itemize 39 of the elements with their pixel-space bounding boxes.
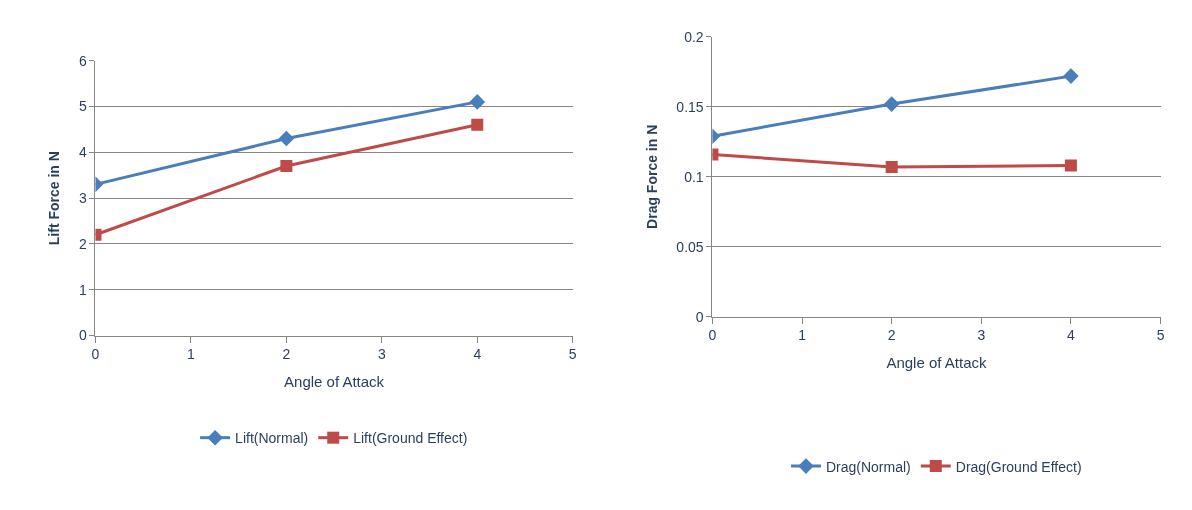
y-tick-label: 0.15 bbox=[676, 98, 704, 115]
point bbox=[885, 161, 898, 173]
legend-label: Drag(Normal) bbox=[825, 458, 911, 475]
point bbox=[471, 118, 484, 131]
point bbox=[883, 96, 900, 112]
legend-label: Lift(Ground Effect) bbox=[353, 430, 468, 447]
y-tick-label: 1 bbox=[78, 281, 87, 298]
y-axis-title: Lift Force in N bbox=[46, 151, 63, 246]
x-tick-label: 0 bbox=[91, 346, 100, 363]
x-tick-label: 1 bbox=[798, 327, 807, 344]
x-axis-title: Angle of Attack bbox=[886, 354, 987, 372]
point bbox=[1064, 159, 1077, 172]
y-tick-label: 2 bbox=[78, 235, 87, 252]
y-tick-label: 0.1 bbox=[684, 168, 704, 185]
x-tick-label: 1 bbox=[187, 346, 196, 363]
y-tick-label: 4 bbox=[78, 144, 87, 161]
x-tick-label: 4 bbox=[1067, 327, 1076, 344]
y-axis-title: Drag Force in N bbox=[643, 124, 660, 229]
x-tick-label: 2 bbox=[887, 327, 896, 344]
y-tick-label: 6 bbox=[78, 52, 87, 69]
point bbox=[278, 130, 295, 147]
y-tick-label: 0.05 bbox=[676, 238, 704, 255]
x-tick-label: 5 bbox=[568, 346, 577, 363]
y-tick-label: 0.2 bbox=[684, 28, 704, 45]
x-tick-label: 4 bbox=[473, 346, 482, 363]
point bbox=[469, 94, 486, 110]
x-axis-title: Angle of Attack bbox=[284, 373, 385, 391]
x-tick-label: 2 bbox=[282, 346, 291, 363]
legend-label: Drag(Ground Effect) bbox=[955, 458, 1082, 475]
legend-label: Lift(Normal) bbox=[235, 430, 309, 447]
x-tick-label: 3 bbox=[977, 327, 986, 344]
x-tick-label: 0 bbox=[708, 327, 717, 344]
x-tick-label: 5 bbox=[1156, 327, 1165, 344]
x-tick-label: 3 bbox=[377, 346, 386, 363]
y-tick-label: 0 bbox=[695, 308, 704, 325]
y-tick-label: 3 bbox=[78, 190, 87, 207]
point bbox=[1063, 68, 1079, 84]
y-tick-label: 5 bbox=[78, 98, 87, 115]
point bbox=[280, 160, 293, 173]
